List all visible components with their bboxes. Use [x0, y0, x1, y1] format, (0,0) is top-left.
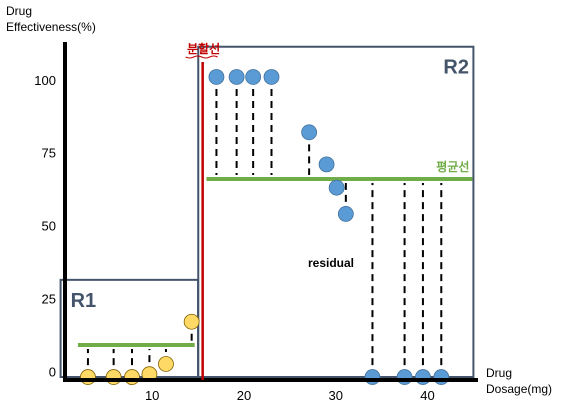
y-tick-label: 50	[42, 219, 56, 234]
y-tick-label: 25	[42, 291, 56, 306]
x-axis-label-line1: Drug	[486, 366, 512, 380]
residual-lines	[86, 88, 443, 366]
data-point	[318, 156, 335, 173]
data-point	[245, 69, 262, 85]
region-label-r1: R1	[71, 290, 97, 312]
x-tick-label: 10	[145, 388, 159, 403]
data-point	[228, 69, 245, 85]
region-box-r2	[197, 45, 475, 378]
data-point	[158, 356, 174, 372]
region-boxes	[59, 45, 475, 378]
data-point	[301, 124, 318, 141]
data-point	[337, 206, 354, 222]
mean-line-label: 평균선	[436, 159, 469, 174]
annotation-labels: R1 R2 평균선 residual	[71, 57, 470, 312]
data-point	[80, 369, 96, 385]
data-point	[263, 69, 280, 85]
y-tick-label: 0	[49, 364, 56, 379]
data-point	[124, 369, 140, 385]
axes	[63, 42, 478, 382]
x-axis-label: Drug Dosage(mg)	[486, 366, 552, 396]
residual-label: residual	[308, 256, 354, 270]
mean-lines	[77, 176, 473, 348]
region-label-r2: R2	[443, 57, 469, 79]
y-axis-label: Drug Effectiveness(%)	[6, 4, 96, 34]
data-point	[328, 179, 345, 196]
y-axis-label-line2: Effectiveness(%)	[6, 20, 96, 34]
data-point	[364, 369, 381, 385]
data-point	[183, 313, 200, 330]
data-point	[208, 69, 225, 85]
split-line-group: 분할선	[185, 41, 220, 380]
x-tick-label: 20	[237, 388, 251, 403]
split-label-underline	[185, 55, 218, 59]
split-line-label: 분할선	[187, 41, 220, 56]
data-points	[80, 69, 450, 385]
x-tick-label: 30	[329, 388, 343, 403]
data-point	[396, 369, 413, 385]
data-point	[105, 369, 122, 385]
y-tick-label: 100	[34, 73, 56, 88]
y-tick-label: 75	[42, 146, 56, 161]
y-axis-label-line1: Drug	[6, 4, 32, 18]
x-axis-label-line2: Dosage(mg)	[486, 382, 552, 396]
data-point	[433, 369, 450, 385]
data-point	[415, 369, 431, 385]
x-tick-label: 40	[420, 388, 434, 403]
tick-labels: 0 25 50 75 100 10 20 30 40	[34, 73, 434, 403]
